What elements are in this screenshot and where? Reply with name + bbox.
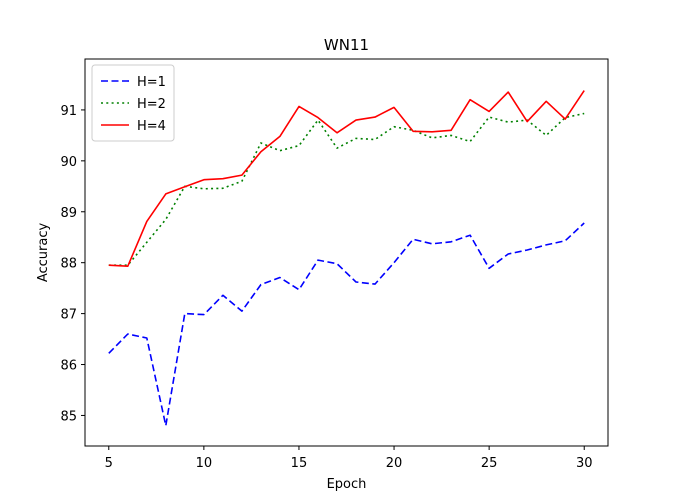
legend-label-h-2: H=2	[137, 97, 166, 112]
x-axis-ticks: 5 10 15 20 25 30	[105, 446, 593, 471]
series-line-h-1	[108, 222, 585, 427]
x-tick-label: 15	[291, 456, 308, 471]
x-tick-label: 10	[196, 456, 213, 471]
series-line-h-2	[108, 112, 585, 267]
chart-title: WN11	[324, 36, 369, 54]
x-tick-label: 20	[386, 456, 403, 471]
y-tick-label: 87	[60, 308, 77, 323]
y-tick-label: 85	[60, 409, 77, 424]
series-layer	[108, 90, 585, 427]
y-axis-label: Accuracy	[36, 223, 51, 283]
y-tick-label: 90	[60, 155, 77, 170]
y-tick-label: 86	[60, 359, 77, 374]
series-line-h-4	[108, 90, 585, 268]
legend: H=1 H=2 H=4	[91, 64, 175, 142]
legend-box	[91, 64, 175, 142]
x-tick-label: 30	[576, 456, 593, 471]
y-axis-ticks: 85 86 87 88 89 90 91	[60, 104, 85, 424]
plot-frame	[84, 58, 609, 447]
y-tick-label: 88	[60, 257, 77, 272]
x-axis-label: Epoch	[327, 477, 367, 492]
x-tick-label: 25	[481, 456, 498, 471]
legend-label-h-1: H=1	[137, 75, 166, 90]
legend-label-h-4: H=4	[137, 119, 166, 134]
y-tick-label: 91	[60, 104, 77, 119]
x-tick-label: 5	[105, 456, 113, 471]
y-tick-label: 89	[60, 206, 77, 221]
